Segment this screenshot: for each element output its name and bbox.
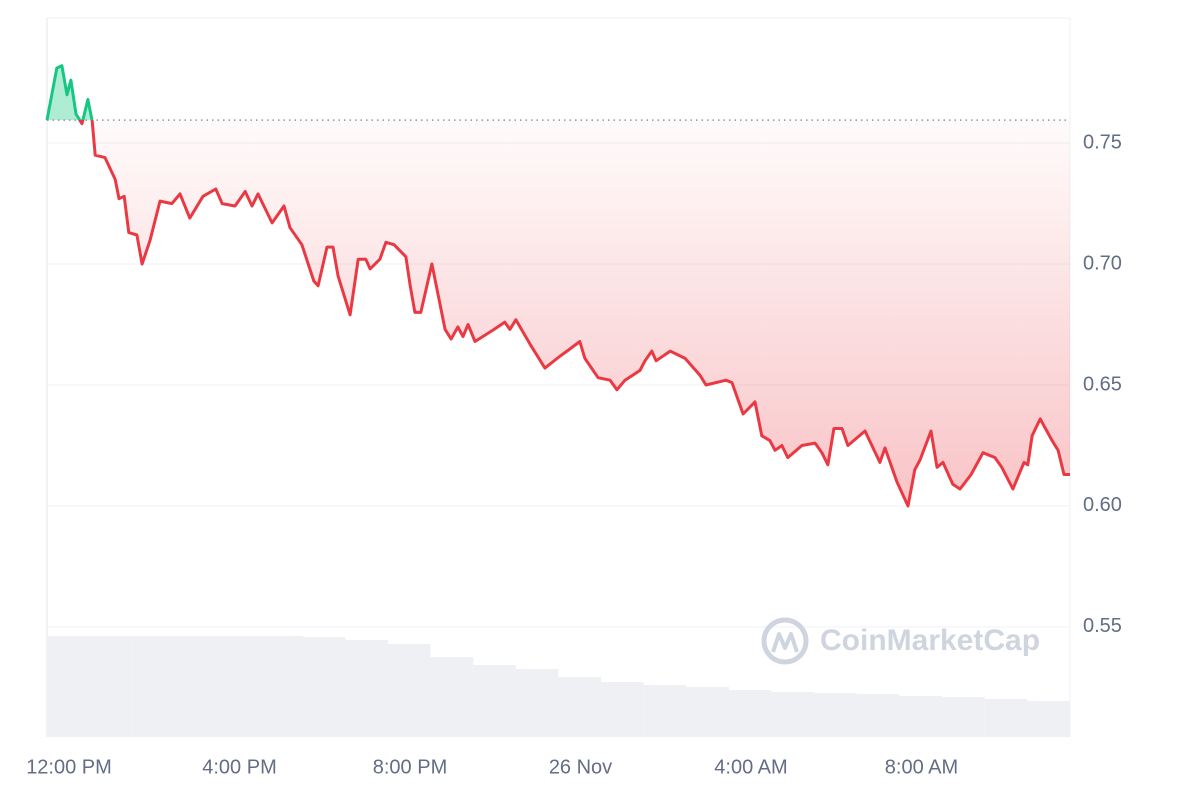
volume-bar	[473, 665, 516, 737]
y-tick-label: 0.60	[1083, 494, 1122, 516]
volume-bar	[1027, 701, 1070, 737]
volume-bar	[729, 690, 772, 737]
volume-bar	[302, 637, 346, 737]
price-line	[45, 64, 1070, 508]
volume-bar	[260, 636, 303, 737]
volume-bar	[217, 636, 261, 737]
volume-bar	[601, 682, 644, 737]
volume-bar	[174, 636, 218, 737]
x-tick-label: 8:00 PM	[373, 756, 447, 778]
volume-bar	[856, 694, 900, 737]
volume-bar	[814, 693, 857, 737]
volume-bar	[686, 687, 729, 737]
volume-bar	[430, 657, 474, 737]
watermark-text: CoinMarketCap	[820, 624, 1040, 657]
volume-bar	[345, 640, 388, 737]
y-tick-label: 0.55	[1083, 615, 1122, 637]
x-tick-label: 4:00 PM	[202, 756, 276, 778]
y-tick-label: 0.70	[1083, 252, 1122, 274]
volume-bar	[558, 677, 602, 737]
volume-bar	[388, 644, 431, 737]
volume-bar	[942, 697, 985, 737]
watermark: CoinMarketCap	[761, 617, 1040, 665]
volume-bar	[47, 636, 90, 737]
watermark-logo-mark	[771, 632, 799, 653]
volume-bar	[132, 636, 175, 737]
watermark-logo	[761, 617, 809, 665]
volume-bar	[899, 696, 943, 737]
area-fill	[47, 65, 1070, 506]
y-tick-label: 0.75	[1083, 131, 1122, 153]
volume-bar	[771, 692, 815, 737]
y-tick-label: 0.65	[1083, 373, 1122, 395]
volume-bar	[984, 699, 1028, 737]
x-tick-label: 12:00 PM	[26, 756, 112, 778]
x-tick-label: 8:00 AM	[885, 756, 958, 778]
volume-bar	[515, 669, 559, 737]
volume-bar	[89, 636, 133, 737]
x-tick-label: 4:00 AM	[714, 756, 787, 778]
x-tick-label: 26 Nov	[549, 756, 612, 778]
volume-bar	[643, 685, 687, 737]
